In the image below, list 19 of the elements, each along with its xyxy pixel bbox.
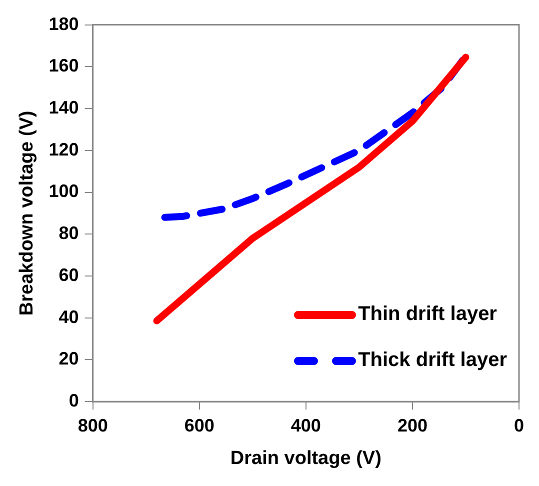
x-tick-label: 800 <box>78 415 108 436</box>
y-tick-label: 0 <box>68 390 79 411</box>
y-tick-label: 60 <box>58 264 79 285</box>
legend-label: Thin drift layer <box>358 303 497 326</box>
y-tick-label: 100 <box>48 181 79 202</box>
y-tick-label: 140 <box>48 98 79 118</box>
x-tick-label: 200 <box>397 415 428 436</box>
y-tick-label: 20 <box>58 348 79 369</box>
y-tick-label: 160 <box>48 56 79 76</box>
legend-label: Thick drift layer <box>358 349 507 372</box>
x-axis-title: Drain voltage (V) <box>230 448 382 469</box>
x-tick-label: 0 <box>514 415 524 436</box>
y-axis-title: Breakdown voltage (V) <box>16 110 38 316</box>
y-tick-label: 180 <box>48 14 79 34</box>
x-tick-label: 600 <box>184 415 214 436</box>
x-tick-label: 400 <box>290 415 321 436</box>
y-tick-label: 80 <box>58 223 79 244</box>
y-tick-label: 40 <box>58 306 79 327</box>
y-tick-label: 120 <box>48 139 79 160</box>
